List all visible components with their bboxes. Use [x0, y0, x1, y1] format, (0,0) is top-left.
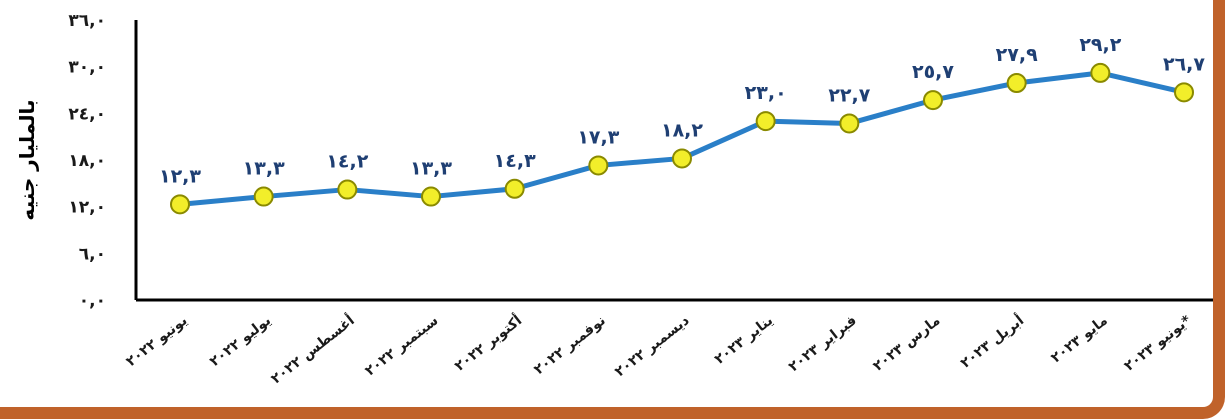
x-tick-label: أبريل ٢٠٢٣ — [956, 311, 1027, 372]
x-tick-label: يونيو ٢٠٢٢ — [123, 313, 190, 370]
data-point-marker — [253, 186, 274, 207]
data-label: ٢٩,٢ — [1079, 34, 1121, 56]
series-line-group — [170, 62, 1194, 215]
data-label: ١٣,٣ — [243, 158, 285, 180]
x-tick-label: فبراير ٢٠٢٣ — [786, 313, 860, 376]
data-label: ٢٦,٧ — [1163, 53, 1205, 75]
x-tick-label: ديسمبر ٢٠٢٢ — [612, 313, 692, 381]
x-tick-label: مارس ٢٠٢٣ — [870, 313, 943, 375]
data-label: ١٤,٢ — [326, 151, 368, 173]
data-point-marker — [1090, 62, 1111, 83]
data-label: ٢٧,٩ — [996, 44, 1038, 66]
data-point-marker — [588, 155, 609, 176]
data-point-marker — [839, 113, 860, 134]
x-tick-label: يناير ٢٠٢٣ — [712, 313, 776, 368]
y-tick-label: ٣٦,٠ — [68, 11, 106, 31]
y-tick-label: ٣٠,٠ — [68, 58, 106, 78]
data-label: ١٣,٣ — [410, 158, 452, 180]
y-tick-label: ٠,٠ — [79, 291, 106, 311]
x-tick-label: نوفمبر ٢٠٢٢ — [531, 313, 609, 379]
data-label: ٢٢,٧ — [828, 84, 870, 106]
data-point-marker — [337, 179, 358, 200]
x-tick-label: سبتمبر ٢٠٢٢ — [362, 313, 441, 380]
data-point-marker — [1174, 82, 1194, 103]
y-tick-label: ٦,٠ — [79, 244, 106, 264]
data-point-marker — [421, 186, 441, 207]
data-point-marker — [672, 148, 692, 169]
data-label: ١٨,٢ — [661, 119, 703, 141]
data-label: ١٢,٣ — [159, 165, 201, 187]
y-tick-label: ١٢,٠ — [68, 198, 106, 218]
data-point-marker — [755, 111, 776, 132]
y-axis-title: بالمليار جنيه — [15, 99, 39, 220]
data-label: ٢٣,٠ — [745, 82, 787, 104]
data-point-marker — [504, 178, 525, 199]
data-point-marker — [170, 194, 190, 215]
x-tick-label: يونيو ٢٠٢٣* — [1121, 312, 1195, 374]
data-point-marker — [1006, 73, 1027, 93]
data-label: ١٧,٣ — [577, 126, 619, 148]
y-tick-label: ٢٤,٠ — [68, 104, 106, 124]
x-tick-label: مايو ٢٠٢٣ — [1048, 313, 1111, 367]
x-tick-label: أغسطس ٢٠٢٢ — [267, 311, 358, 387]
line-chart: ٠,٠ ٦,٠ ١٢,٠ ١٨,٠ ٢٤,٠ ٣٠,٠ ٣٦,٠ يونيو ٢٠٢٢ يول… — [15, 11, 1213, 387]
data-point-marker — [923, 90, 943, 111]
y-axis: ٠,٠ ٦,٠ ١٢,٠ ١٨,٠ ٢٤,٠ ٣٠,٠ ٣٦,٠ — [68, 11, 138, 311]
data-labels: ١٢,٣ ١٣,٣ ١٤,٢ ١٣,٣ ١٤,٣ ١٧,٣ ١٨,٢ ٢٣,٠ ٢٢,٧ ٢٥,٧… — [159, 34, 1205, 187]
y-tick-label: ١٨,٠ — [68, 151, 106, 171]
x-tick-label: أكتوبر ٢٠٢٢ — [451, 311, 525, 375]
x-tick-label: يوليو ٢٠٢٢ — [207, 313, 274, 370]
data-label: ١٤,٣ — [494, 150, 536, 172]
data-label: ٢٥,٧ — [912, 61, 954, 83]
